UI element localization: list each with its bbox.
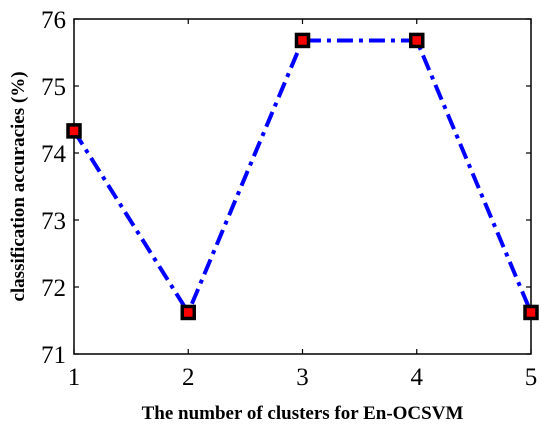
x-tick-label: 5 bbox=[525, 364, 538, 391]
data-point-marker bbox=[66, 123, 82, 139]
y-tick-label: 71 bbox=[41, 342, 66, 369]
series-line bbox=[72, 38, 533, 315]
data-series bbox=[66, 32, 539, 321]
x-tick-label: 4 bbox=[411, 364, 424, 391]
x-axis: 1 2 3 4 5 bbox=[68, 19, 538, 391]
data-point-marker bbox=[409, 32, 425, 49]
y-tick-label: 73 bbox=[41, 208, 66, 235]
y-tick-label: 74 bbox=[41, 141, 67, 168]
x-tick-label: 1 bbox=[68, 364, 81, 391]
y-tick-label: 72 bbox=[41, 275, 66, 302]
data-point bbox=[180, 304, 196, 321]
y-tick-label: 76 bbox=[41, 7, 66, 34]
y-axis: 71 72 73 74 75 76 bbox=[41, 7, 531, 369]
x-axis-title: The number of clusters for En-OCSVM bbox=[142, 403, 464, 424]
x-tick-label: 2 bbox=[182, 364, 195, 391]
data-point bbox=[523, 304, 539, 321]
data-point bbox=[294, 32, 311, 49]
data-point-marker bbox=[294, 32, 311, 49]
data-point-marker bbox=[523, 304, 539, 321]
y-tick-label: 75 bbox=[41, 74, 66, 101]
y-axis-title: classification accuracies (%) bbox=[8, 71, 29, 301]
plot-frame bbox=[73, 18, 532, 355]
data-point bbox=[409, 32, 425, 49]
data-point-marker bbox=[180, 304, 196, 321]
data-point bbox=[66, 123, 82, 139]
x-tick-label: 3 bbox=[296, 364, 309, 391]
